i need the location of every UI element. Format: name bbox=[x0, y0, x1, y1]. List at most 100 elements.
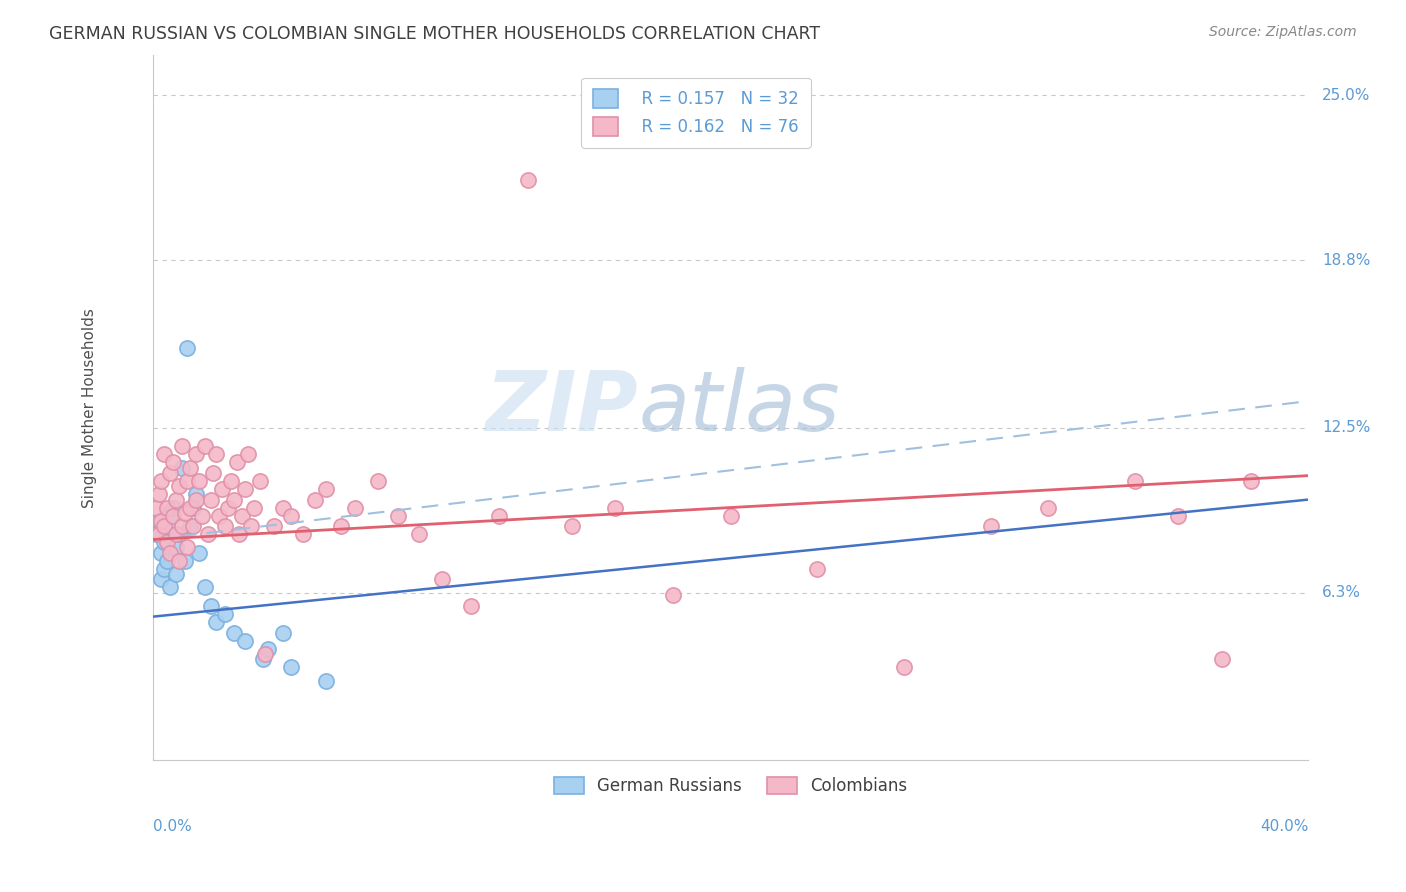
Point bbox=[150, 514, 173, 528]
Point bbox=[148, 514, 170, 528]
Point bbox=[165, 541, 187, 555]
Point bbox=[156, 554, 179, 568]
Point bbox=[165, 527, 187, 541]
Text: 12.5%: 12.5% bbox=[1322, 420, 1371, 435]
Point bbox=[184, 492, 207, 507]
Point bbox=[200, 599, 222, 613]
Point bbox=[194, 439, 217, 453]
Point bbox=[249, 474, 271, 488]
Point bbox=[329, 519, 352, 533]
Point bbox=[162, 500, 184, 515]
Point bbox=[1211, 652, 1233, 666]
Point bbox=[408, 527, 430, 541]
Point bbox=[188, 474, 211, 488]
Point bbox=[367, 474, 389, 488]
Point bbox=[1167, 508, 1189, 523]
Point bbox=[893, 660, 915, 674]
Point bbox=[173, 506, 195, 520]
Point bbox=[188, 546, 211, 560]
Point bbox=[1240, 474, 1263, 488]
Point bbox=[236, 447, 259, 461]
Point bbox=[153, 535, 176, 549]
Text: 25.0%: 25.0% bbox=[1322, 87, 1371, 103]
Point bbox=[291, 527, 314, 541]
Point bbox=[150, 573, 173, 587]
Point bbox=[191, 508, 214, 523]
Point bbox=[194, 581, 217, 595]
Point bbox=[980, 519, 1002, 533]
Point bbox=[170, 519, 193, 533]
Point bbox=[304, 492, 326, 507]
Point bbox=[280, 660, 302, 674]
Point bbox=[233, 633, 256, 648]
Point bbox=[165, 492, 187, 507]
Point bbox=[150, 546, 173, 560]
Point bbox=[167, 554, 190, 568]
Point bbox=[460, 599, 482, 613]
Text: GERMAN RUSSIAN VS COLOMBIAN SINGLE MOTHER HOUSEHOLDS CORRELATION CHART: GERMAN RUSSIAN VS COLOMBIAN SINGLE MOTHE… bbox=[49, 25, 820, 43]
Point bbox=[148, 527, 170, 541]
Point bbox=[165, 567, 187, 582]
Point bbox=[176, 541, 198, 555]
Point bbox=[271, 625, 294, 640]
Point bbox=[181, 519, 204, 533]
Point bbox=[153, 519, 176, 533]
Point bbox=[170, 439, 193, 453]
Point bbox=[202, 466, 225, 480]
Point bbox=[173, 554, 195, 568]
Legend: German Russians, Colombians: German Russians, Colombians bbox=[547, 770, 914, 801]
Point bbox=[145, 527, 167, 541]
Point bbox=[488, 508, 510, 523]
Point bbox=[243, 500, 266, 515]
Text: Source: ZipAtlas.com: Source: ZipAtlas.com bbox=[1209, 25, 1357, 39]
Text: 6.3%: 6.3% bbox=[1322, 585, 1361, 600]
Point bbox=[257, 641, 280, 656]
Point bbox=[720, 508, 742, 523]
Point bbox=[225, 455, 247, 469]
Text: atlas: atlas bbox=[638, 368, 839, 449]
Point bbox=[159, 581, 181, 595]
Point bbox=[806, 562, 828, 576]
Point bbox=[153, 562, 176, 576]
Point bbox=[219, 474, 242, 488]
Point bbox=[167, 479, 190, 493]
Point bbox=[208, 508, 231, 523]
Text: 40.0%: 40.0% bbox=[1260, 819, 1309, 834]
Point bbox=[181, 500, 204, 515]
Point bbox=[176, 474, 198, 488]
Point bbox=[217, 500, 239, 515]
Point bbox=[214, 519, 236, 533]
Point bbox=[222, 492, 245, 507]
Point bbox=[148, 487, 170, 501]
Point bbox=[179, 519, 201, 533]
Point bbox=[162, 455, 184, 469]
Text: ZIP: ZIP bbox=[485, 368, 638, 449]
Point bbox=[252, 652, 274, 666]
Point bbox=[170, 460, 193, 475]
Point bbox=[156, 519, 179, 533]
Point bbox=[280, 508, 302, 523]
Point bbox=[233, 482, 256, 496]
Point bbox=[430, 573, 453, 587]
Point bbox=[179, 460, 201, 475]
Point bbox=[159, 508, 181, 523]
Point bbox=[387, 508, 409, 523]
Point bbox=[517, 173, 540, 187]
Point bbox=[145, 500, 167, 515]
Point bbox=[315, 673, 337, 688]
Point bbox=[561, 519, 583, 533]
Point bbox=[228, 527, 250, 541]
Point bbox=[197, 527, 219, 541]
Text: Single Mother Households: Single Mother Households bbox=[82, 308, 97, 508]
Point bbox=[231, 508, 253, 523]
Point bbox=[159, 546, 181, 560]
Point bbox=[214, 607, 236, 621]
Point bbox=[153, 447, 176, 461]
Point bbox=[200, 492, 222, 507]
Point bbox=[179, 500, 201, 515]
Point bbox=[184, 487, 207, 501]
Point bbox=[156, 500, 179, 515]
Point bbox=[239, 519, 262, 533]
Text: 0.0%: 0.0% bbox=[153, 819, 191, 834]
Point bbox=[150, 474, 173, 488]
